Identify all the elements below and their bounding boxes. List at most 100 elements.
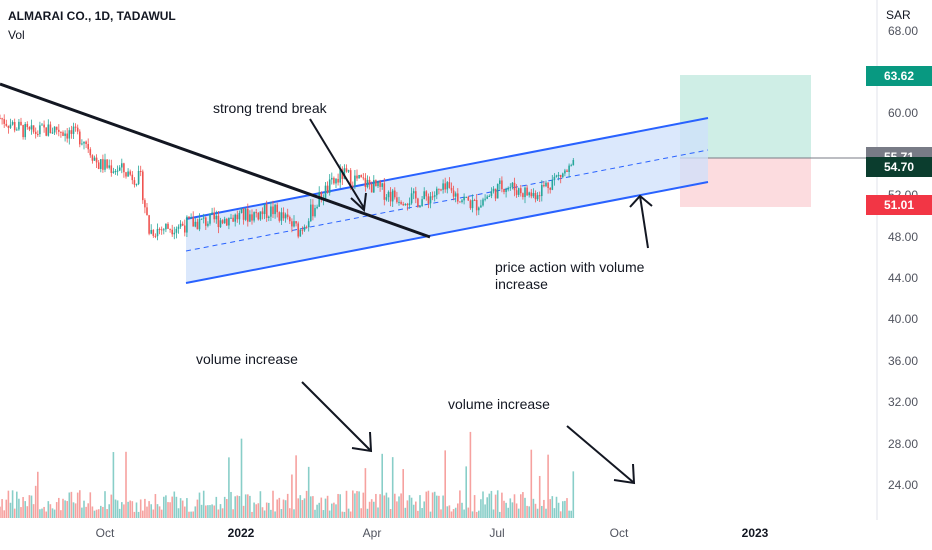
- candle-body: [171, 229, 173, 235]
- candle-body: [566, 170, 568, 172]
- volume-bar: [501, 492, 503, 518]
- candle-body: [389, 191, 392, 202]
- volume-bar: [28, 495, 31, 518]
- candle-body: [192, 217, 194, 227]
- volume-bar: [207, 505, 209, 518]
- candle-body: [324, 185, 327, 199]
- volume-bar: [215, 496, 218, 518]
- candle-body: [49, 124, 52, 134]
- candle-body: [242, 208, 245, 220]
- candle-body: [482, 199, 484, 206]
- volume-bar: [43, 506, 45, 518]
- candle-body: [158, 228, 161, 230]
- annotation-volume-1: volume increase: [196, 351, 298, 367]
- volume-bar: [564, 500, 566, 518]
- candle-body: [406, 204, 409, 206]
- volume-bar: [469, 431, 472, 518]
- volume-bar: [490, 490, 493, 518]
- candle-body: [175, 228, 178, 233]
- candle-body: [202, 217, 205, 219]
- candle-body: [100, 159, 102, 169]
- candle-body: [427, 196, 430, 204]
- volume-bar: [265, 502, 268, 518]
- volume-bar: [9, 502, 12, 518]
- candle-body: [486, 196, 488, 199]
- candle-body: [377, 181, 379, 187]
- volume-bar: [282, 499, 285, 518]
- candle-body: [396, 197, 398, 203]
- price-axis-currency: SAR: [886, 8, 911, 22]
- candle-body: [467, 196, 470, 201]
- volume-bar: [20, 507, 22, 518]
- volume-bar: [568, 510, 570, 518]
- candle-body: [131, 174, 134, 181]
- candle-body: [83, 141, 85, 144]
- candle-body: [62, 132, 64, 136]
- candle-body: [217, 215, 220, 228]
- volume-bar: [66, 501, 68, 518]
- candle-body: [454, 193, 457, 197]
- volume-bar: [305, 490, 308, 518]
- candle-body: [253, 212, 255, 221]
- candle-body: [190, 217, 192, 219]
- candle-body: [541, 185, 543, 197]
- candle-body: [339, 169, 341, 183]
- candle-body: [520, 188, 522, 194]
- candle-body: [104, 159, 106, 170]
- candle-body: [347, 170, 350, 172]
- volume-bar: [68, 492, 71, 518]
- volume-bar: [400, 493, 402, 518]
- volume-bar: [121, 502, 123, 518]
- candle-body: [373, 180, 375, 193]
- volume-bar: [190, 511, 192, 518]
- time-tick-label: Jul: [489, 526, 505, 540]
- candle-body: [463, 197, 465, 201]
- volume-bar: [278, 497, 281, 518]
- candle-body: [557, 174, 560, 176]
- volume-bar: [137, 511, 140, 518]
- volume-bar: [301, 500, 304, 518]
- volume-bar: [520, 494, 522, 518]
- volume-bar: [72, 502, 75, 518]
- trendline[interactable]: [0, 82, 431, 239]
- volume-bar: [179, 498, 182, 518]
- volume-bar: [217, 509, 220, 518]
- candle-body: [515, 190, 518, 195]
- candle-body: [503, 189, 505, 192]
- volume-bar: [517, 508, 520, 518]
- volume-bar: [74, 503, 77, 518]
- candle-body: [66, 133, 68, 139]
- volume-bar: [360, 508, 362, 518]
- candle-body: [438, 188, 440, 190]
- candle-body: [368, 179, 371, 185]
- candle-body: [184, 225, 186, 233]
- candle-body: [7, 125, 10, 128]
- symbol-title: ALMARAI CO., 1D, TADAWUL: [8, 9, 176, 23]
- volume-bar: [417, 510, 419, 518]
- volume-bar: [366, 508, 369, 518]
- annotation-trend-break: strong trend break: [213, 100, 327, 116]
- candle-body: [125, 172, 127, 177]
- candle-body: [450, 187, 453, 191]
- candle-body: [76, 127, 79, 132]
- regression-channel[interactable]: [185, 117, 709, 284]
- candle-body: [209, 213, 211, 224]
- candle-body: [223, 218, 226, 224]
- candle-body: [5, 123, 8, 126]
- annotation-price-action: price action with volume increase: [495, 259, 645, 292]
- candles: [0, 114, 575, 241]
- volume-bar: [478, 510, 480, 518]
- candle-body: [207, 223, 209, 226]
- volume-bar: [433, 491, 436, 518]
- volume-bar: [49, 504, 52, 518]
- candle-body: [391, 190, 394, 202]
- candle-body: [398, 201, 400, 203]
- candle-body: [564, 170, 566, 174]
- candle-body: [135, 184, 138, 186]
- volume-bar: [446, 506, 449, 518]
- candle-body: [337, 178, 339, 183]
- candle-body: [316, 206, 318, 209]
- candle-body: [484, 198, 486, 200]
- volume-bar: [402, 469, 404, 518]
